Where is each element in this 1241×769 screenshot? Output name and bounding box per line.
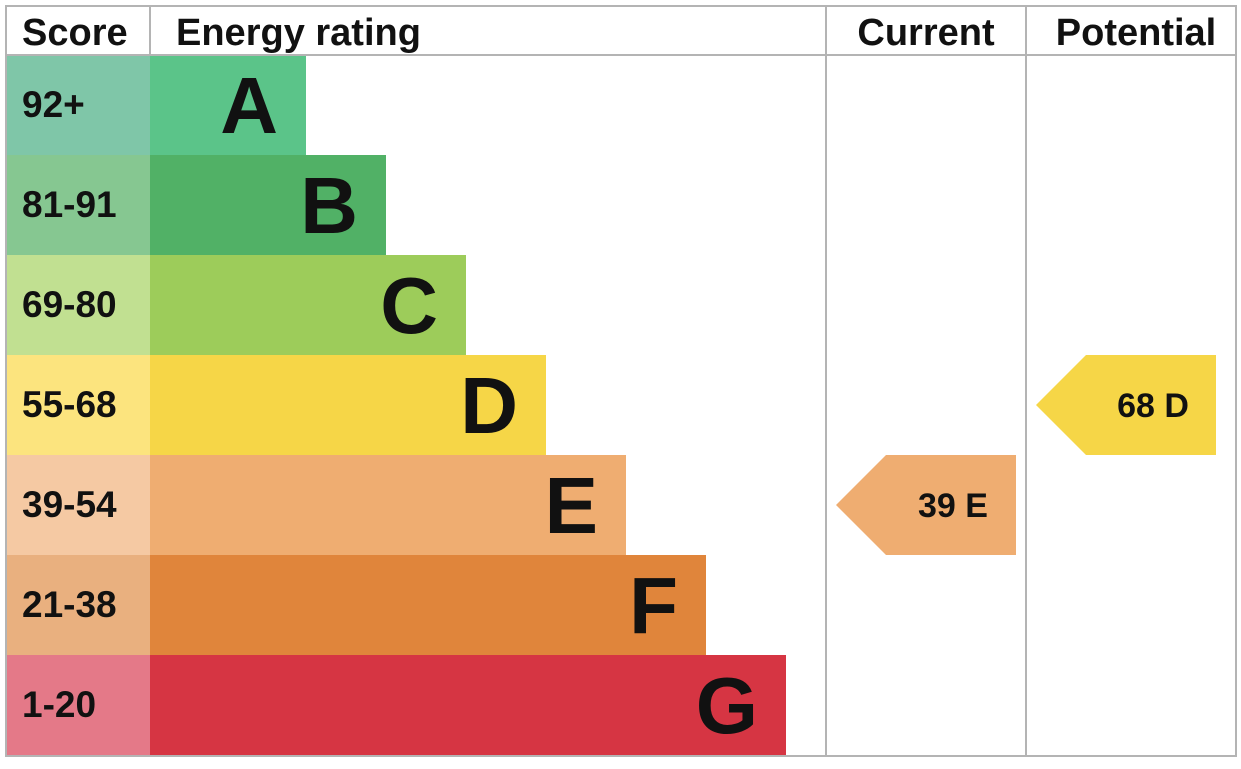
score-cell-a [6,55,150,155]
band-letter-g: G [696,661,758,750]
score-label-c: 69-80 [22,284,117,325]
indicator-layer: 39 E 68 D [836,355,1216,555]
band-bar-e [150,455,626,555]
score-cell-g [6,655,150,755]
band-bar-f [150,555,706,655]
band-letter-b: B [300,161,358,250]
band-letter-d: D [460,361,518,450]
band-bar-g [150,655,786,755]
energy-rating-header: Energy rating [176,12,421,54]
table-border [5,5,1237,757]
header-row: Score Energy rating Current Potential [22,12,1216,54]
grid-layer [5,5,1237,757]
score-cell-c [6,255,150,355]
score-cell-e [6,455,150,555]
score-label-g: 1-20 [22,684,96,725]
current-rating-arrow [836,455,1016,555]
band-bar-b [150,155,386,255]
band-letter-f: F [629,561,678,650]
score-header: Score [22,12,128,54]
current-header: Current [857,12,995,54]
band-bar-d [150,355,546,455]
score-label-a: 92+ [22,84,85,125]
current-rating-label: 39 E [918,487,988,525]
potential-rating-label: 68 D [1117,387,1189,425]
score-label-f: 21-38 [22,584,117,625]
band-bar-c [150,255,466,355]
score-cell-d [6,355,150,455]
band-bar-a [150,55,306,155]
band-letter-e: E [545,461,598,550]
band-letter-a: A [220,61,278,150]
bands-layer: 92+ A 81-91 B 69-80 C 55-68 D 39-54 E 21-38 F 1-20 G [6,55,786,755]
score-label-e: 39-54 [22,484,117,525]
score-cell-f [6,555,150,655]
potential-header: Potential [1056,12,1216,54]
score-cell-b [6,155,150,255]
score-label-d: 55-68 [22,384,117,425]
band-letter-c: C [380,261,438,350]
score-label-b: 81-91 [22,184,117,225]
potential-rating-arrow [1036,355,1216,455]
